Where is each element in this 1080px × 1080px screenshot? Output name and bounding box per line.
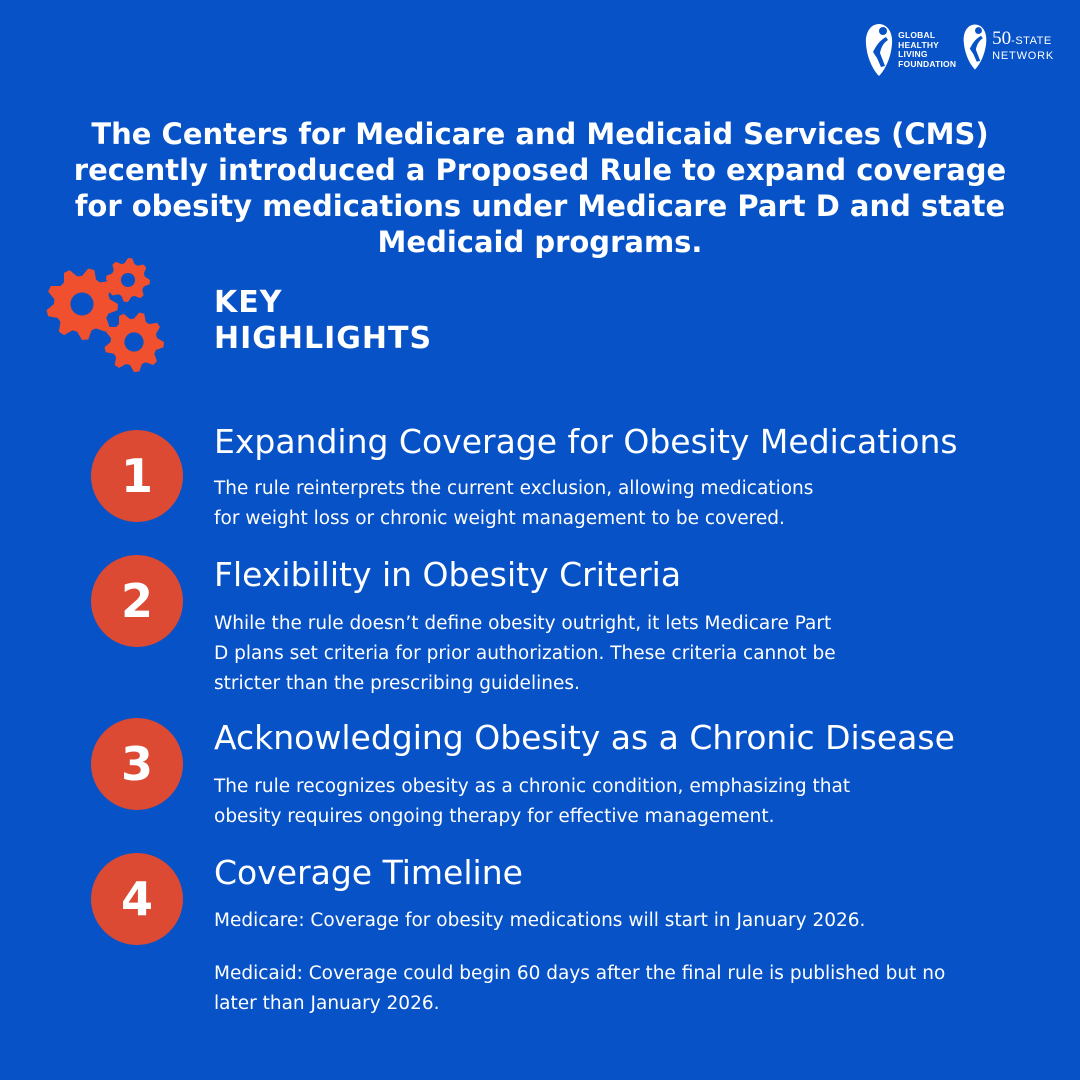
ghlf-word: GLOBAL: [898, 30, 936, 40]
description-line: The rule recognizes obesity as a chronic…: [214, 776, 851, 797]
ghlf-logo: GLOBAL HEALTHY LIVING FOUNDATION: [864, 22, 956, 78]
highlight-title: Flexibility in Obesity Criteria: [214, 555, 682, 594]
highlight-title: Acknowledging Obesity as a Chronic Disea…: [214, 718, 955, 757]
number-badge: 3: [91, 718, 183, 810]
network-wordmark: 50-STATE NETWORK: [992, 22, 1054, 62]
description-line: obesity requires ongoing therapy for eff…: [214, 806, 775, 827]
description-line: for weight loss or chronic weight manage…: [214, 508, 785, 529]
network-word: NETWORK: [992, 50, 1054, 62]
ghlf-word: LIVING: [898, 49, 928, 59]
gear-large-icon: [46, 268, 118, 340]
ghlf-word: FOUNDATION: [898, 58, 957, 69]
gear-bottom-icon: [104, 312, 164, 372]
network-number: 50: [992, 28, 1012, 49]
highlight-description: The rule reinterprets the current exclus…: [214, 474, 813, 534]
number-badge: 4: [91, 853, 183, 945]
description-line: The rule reinterprets the current exclus…: [214, 478, 814, 499]
gears-icon: [46, 258, 164, 372]
highlight-description: Medicare: Coverage for obesity medicatio…: [214, 906, 865, 936]
key-highlights-line: KEY: [214, 285, 283, 320]
network-figure-icon: [963, 24, 987, 70]
ghlf-figure-icon: [866, 24, 893, 76]
number-badge: 2: [91, 555, 183, 647]
highlight-title: Expanding Coverage for Obesity Medicatio…: [214, 422, 958, 461]
key-highlights-title: KEY HIGHLIGHTS: [214, 285, 432, 357]
description-line: Medicaid: Coverage could begin 60 days a…: [214, 963, 946, 984]
description-line: later than January 2026.: [214, 993, 440, 1014]
description-line: stricter than the prescribing guidelines…: [214, 673, 580, 694]
description-line: Medicare: Coverage for obesity medicatio…: [214, 910, 866, 931]
gear-top-icon: [106, 258, 150, 302]
number-badge: 1: [91, 430, 183, 522]
ghlf-wordmark: GLOBAL HEALTHY LIVING FOUNDATION: [898, 22, 956, 69]
network-suffix: -STATE: [1011, 35, 1052, 47]
highlight-description: While the rule doesn’t define obesity ou…: [214, 609, 836, 699]
highlight-title: Coverage Timeline: [214, 853, 523, 892]
headline: The Centers for Medicare and Medicaid Se…: [73, 117, 1007, 259]
highlight-description: The rule recognizes obesity as a chronic…: [214, 772, 850, 832]
ghlf-word: HEALTHY: [898, 39, 940, 50]
logos: GLOBAL HEALTHY LIVING FOUNDATION 50-STAT…: [864, 22, 1054, 78]
highlight-description-medicaid: Medicaid: Coverage could begin 60 days a…: [214, 959, 945, 1019]
description-line: D plans set criteria for prior authoriza…: [214, 643, 836, 664]
key-highlights-line: HIGHLIGHTS: [214, 321, 433, 356]
description-line: While the rule doesn’t define obesity ou…: [214, 613, 832, 634]
fifty-state-network-logo: 50-STATE NETWORK: [962, 22, 1054, 72]
